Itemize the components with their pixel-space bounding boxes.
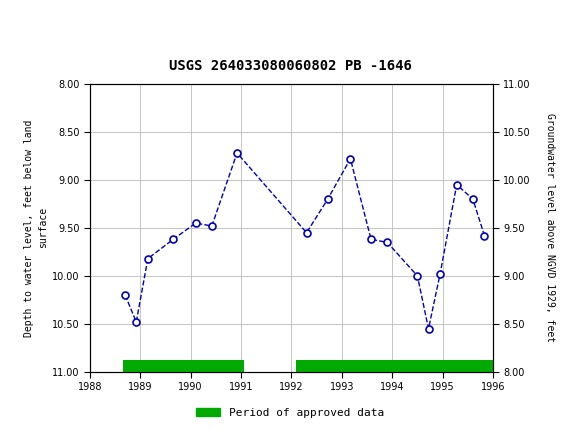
Text: ≡USGS: ≡USGS [10,12,81,29]
Text: USGS 264033080060802 PB -1646: USGS 264033080060802 PB -1646 [169,59,411,73]
Legend: Period of approved data: Period of approved data [191,403,389,422]
Y-axis label: Depth to water level, feet below land
surface: Depth to water level, feet below land su… [24,119,48,337]
Y-axis label: Groundwater level above NGVD 1929, feet: Groundwater level above NGVD 1929, feet [545,114,555,342]
